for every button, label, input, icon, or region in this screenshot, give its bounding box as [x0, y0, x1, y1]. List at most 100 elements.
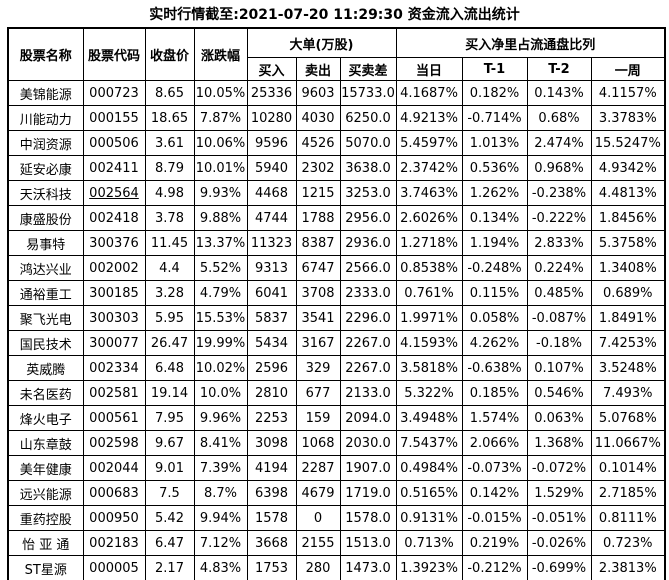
change-pct-cell: 10.02% [193, 355, 248, 381]
stock-code-cell[interactable]: 000561 [82, 405, 146, 431]
today-ratio-cell: 2.3742% [395, 155, 463, 181]
stock-code-cell[interactable]: 002598 [82, 430, 146, 456]
t1-ratio-cell: 0.219% [461, 530, 528, 556]
stock-name-cell[interactable]: 美锦能源 [7, 80, 84, 106]
stock-code-cell[interactable]: 002418 [82, 205, 146, 231]
t2-ratio-cell: -0.699% [526, 555, 592, 580]
stock-code-cell[interactable]: 300077 [82, 330, 146, 356]
stock-code-cell[interactable]: 002183 [82, 530, 146, 556]
today-ratio-cell: 0.713% [395, 530, 463, 556]
sell-cell: 4526 [295, 130, 341, 156]
table-body: 美锦能源 000723 8.65 10.05% 25336 9603 15733.0 4.16… [7, 80, 666, 580]
week-ratio-cell: 4.9342% [590, 155, 666, 181]
stock-name-cell[interactable]: 山东章鼓 [7, 430, 84, 456]
close-price-cell: 3.28 [144, 280, 195, 306]
week-ratio-cell: 4.4813% [590, 180, 666, 206]
sell-cell: 6747 [295, 255, 341, 281]
close-price-cell: 26.47 [144, 330, 195, 356]
stock-code-cell[interactable]: 000683 [82, 480, 146, 506]
header-buy-sell-diff: 买卖差 [339, 57, 397, 81]
week-ratio-cell: 5.3758% [590, 230, 666, 256]
week-ratio-cell: 4.1157% [590, 80, 666, 106]
stock-name-cell[interactable]: 远兴能源 [7, 480, 84, 506]
stock-code-cell[interactable]: 002411 [82, 155, 146, 181]
stock-code-cell[interactable]: 002334 [82, 355, 146, 381]
close-price-cell: 6.47 [144, 530, 195, 556]
change-pct-cell: 7.87% [193, 105, 248, 131]
buy-sell-diff-cell: 2936.0 [339, 230, 397, 256]
stock-name-cell[interactable]: 通裕重工 [7, 280, 84, 306]
stock-name-cell[interactable]: 怡 亚 通 [7, 530, 84, 556]
header-t-2: T-2 [526, 57, 592, 81]
header-sell: 卖出 [295, 57, 341, 81]
table-row: 鸿达兴业 002002 4.4 5.52% 9313 6747 2566.0 0.8538% -… [7, 255, 666, 281]
stock-code-cell[interactable]: 000005 [82, 555, 146, 580]
t2-ratio-cell: 1.368% [526, 430, 592, 456]
stock-name-cell[interactable]: 延安必康 [7, 155, 84, 181]
table-row: 美锦能源 000723 8.65 10.05% 25336 9603 15733.0 4.16… [7, 80, 666, 106]
stock-name-cell[interactable]: 英威腾 [7, 355, 84, 381]
fund-flow-table: 股票名称 股票代码 收盘价 涨跌幅 大单(万股) 买入净里占流通盘比列 买入 卖… [7, 27, 666, 580]
header-stock-name: 股票名称 [7, 27, 84, 81]
stock-code-cell[interactable]: 002002 [82, 255, 146, 281]
stock-code-cell[interactable]: 300376 [82, 230, 146, 256]
buy-sell-diff-cell: 1513.0 [339, 530, 397, 556]
stock-name-cell[interactable]: 国民技术 [7, 330, 84, 356]
stock-name-cell[interactable]: 重药控股 [7, 505, 84, 531]
sell-cell: 677 [295, 380, 341, 406]
close-price-cell: 18.65 [144, 105, 195, 131]
stock-code-cell[interactable]: 002044 [82, 455, 146, 481]
t1-ratio-cell: 0.185% [461, 380, 528, 406]
change-pct-cell: 15.53% [193, 305, 248, 331]
stock-name-cell[interactable]: ST星源 [7, 555, 84, 580]
stock-name-cell[interactable]: 聚飞光电 [7, 305, 84, 331]
change-pct-cell: 13.37% [193, 230, 248, 256]
stock-name-cell[interactable]: 美年健康 [7, 455, 84, 481]
stock-code-cell[interactable]: 300185 [82, 280, 146, 306]
buy-cell: 5837 [246, 305, 297, 331]
sell-cell: 329 [295, 355, 341, 381]
buy-sell-diff-cell: 3253.0 [339, 180, 397, 206]
stock-name-cell[interactable]: 川能动力 [7, 105, 84, 131]
stock-name-cell[interactable]: 中润资源 [7, 130, 84, 156]
header-net-buy-ratio-group: 买入净里占流通盘比列 [395, 27, 666, 58]
stock-code-cell[interactable]: 002564 [82, 180, 146, 206]
stock-name-cell[interactable]: 鸿达兴业 [7, 255, 84, 281]
header-row-sub: 买入 卖出 买卖差 当日 T-1 T-2 一周 [8, 57, 666, 81]
week-ratio-cell: 1.3408% [590, 255, 666, 281]
today-ratio-cell: 0.5165% [395, 480, 463, 506]
t1-ratio-cell: 0.115% [461, 280, 528, 306]
buy-sell-diff-cell: 2030.0 [339, 430, 397, 456]
stock-name-cell[interactable]: 未名医药 [7, 380, 84, 406]
buy-cell: 4744 [246, 205, 297, 231]
week-ratio-cell: 0.689% [590, 280, 666, 306]
buy-cell: 9596 [246, 130, 297, 156]
buy-sell-diff-cell: 2133.0 [339, 380, 397, 406]
table-row: 延安必康 002411 8.79 10.01% 5940 2302 3638.0 2.3742… [7, 155, 666, 181]
stock-name-cell[interactable]: 烽火电子 [7, 405, 84, 431]
header-buy: 买入 [246, 57, 297, 81]
buy-cell: 9313 [246, 255, 297, 281]
today-ratio-cell: 0.8538% [395, 255, 463, 281]
sell-cell: 4679 [295, 480, 341, 506]
stock-code-cell[interactable]: 002581 [82, 380, 146, 406]
stock-code-cell[interactable]: 000506 [82, 130, 146, 156]
buy-sell-diff-cell: 1719.0 [339, 480, 397, 506]
stock-code-cell[interactable]: 300303 [82, 305, 146, 331]
buy-cell: 3668 [246, 530, 297, 556]
stock-name-cell[interactable]: 康盛股份 [7, 205, 84, 231]
t1-ratio-cell: 4.262% [461, 330, 528, 356]
stock-code-cell[interactable]: 000155 [82, 105, 146, 131]
today-ratio-cell: 1.9971% [395, 305, 463, 331]
stock-code-cell[interactable]: 000950 [82, 505, 146, 531]
t2-ratio-cell: 2.474% [526, 130, 592, 156]
sell-cell: 2155 [295, 530, 341, 556]
change-pct-cell: 10.01% [193, 155, 248, 181]
change-pct-cell: 8.41% [193, 430, 248, 456]
today-ratio-cell: 7.5437% [395, 430, 463, 456]
stock-name-cell[interactable]: 易事特 [7, 230, 84, 256]
stock-name-cell[interactable]: 天沃科技 [7, 180, 84, 206]
stock-code-cell[interactable]: 000723 [82, 80, 146, 106]
sell-cell: 1788 [295, 205, 341, 231]
page-title: 实时行情截至:2021-07-20 11:29:30 资金流入流出统计 [149, 7, 520, 23]
